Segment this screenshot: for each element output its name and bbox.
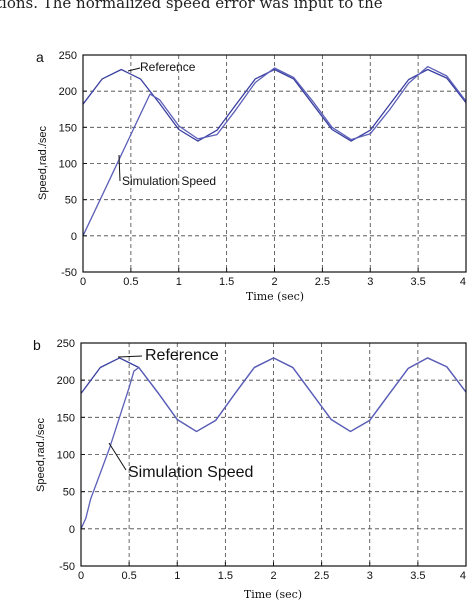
- x-tick-label: 2: [270, 570, 276, 582]
- x-tick-label: 0.5: [123, 276, 138, 288]
- annotation-reference: Reference: [145, 347, 219, 364]
- y-axis-label: Speed,rad./sec: [37, 126, 49, 200]
- annotation-leader: [127, 67, 141, 72]
- y-tick-label: 250: [59, 50, 77, 62]
- x-tick-label: 0: [80, 276, 86, 288]
- annotation-simulation-speed: Simulation Speed: [122, 174, 216, 188]
- annotation-leader: [118, 154, 121, 182]
- x-tick-label: 1: [176, 276, 182, 288]
- x-tick-label: 2.5: [314, 570, 329, 582]
- y-tick-label: 100: [57, 450, 75, 462]
- annotation-simulation-speed: Simulation Speed: [128, 464, 253, 481]
- y-tick-label: 100: [59, 159, 77, 171]
- x-tick-label: 1.5: [218, 570, 233, 582]
- x-tick-label: 4: [460, 570, 466, 582]
- panel-a: a0 0.5 1 1.5 2 2.5 3 3.5 4-50050100150200250Spee…: [36, 49, 467, 303]
- x-tick-label: 1: [174, 570, 180, 582]
- x-tick-label: 3.5: [410, 570, 425, 582]
- annotation-leader: [117, 355, 143, 358]
- x-tick-label: 0: [78, 570, 84, 582]
- y-tick-label: 50: [65, 195, 77, 207]
- panel-label: b: [33, 337, 41, 353]
- series-line-simulation-speed: [80, 357, 467, 530]
- y-tick-label: 150: [59, 122, 77, 134]
- annotation-reference: Reference: [140, 60, 196, 74]
- y-tick-label: 150: [57, 412, 75, 424]
- x-tick-label: 3: [367, 570, 373, 582]
- x-tick-label: 3: [367, 276, 373, 288]
- series-line-simulation-speed: [82, 65, 467, 237]
- annotation-leader: [108, 442, 127, 471]
- panel-b: b0 0.5 1 1.5 2 2.5 3 3.5 4-50050100150200250Spee…: [33, 337, 467, 601]
- x-tick-label: 3.5: [410, 276, 425, 288]
- y-tick-label: 200: [57, 375, 75, 387]
- y-tick-label: -50: [61, 267, 77, 279]
- x-axis-label: Time (sec): [246, 290, 304, 303]
- x-tick-label: 4: [460, 276, 466, 288]
- x-tick-label: 2.5: [315, 276, 330, 288]
- top-text: tions. The normalized speed error was in…: [0, 0, 383, 12]
- y-axis-label: Speed,rad./sec: [35, 418, 47, 492]
- y-tick-label: 0: [69, 524, 75, 536]
- y-tick-label: 200: [59, 86, 77, 98]
- y-tick-label: -50: [59, 561, 75, 573]
- y-tick-label: 50: [63, 487, 75, 499]
- x-tick-label: 1.5: [219, 276, 234, 288]
- x-tick-label: 2: [271, 276, 277, 288]
- x-axis-label: Time (sec): [244, 588, 302, 601]
- x-tick-label: 0.5: [121, 570, 136, 582]
- panel-label: a: [36, 49, 44, 65]
- y-tick-label: 250: [57, 338, 75, 350]
- series-line-reference: [82, 68, 467, 142]
- y-tick-label: 0: [71, 231, 77, 243]
